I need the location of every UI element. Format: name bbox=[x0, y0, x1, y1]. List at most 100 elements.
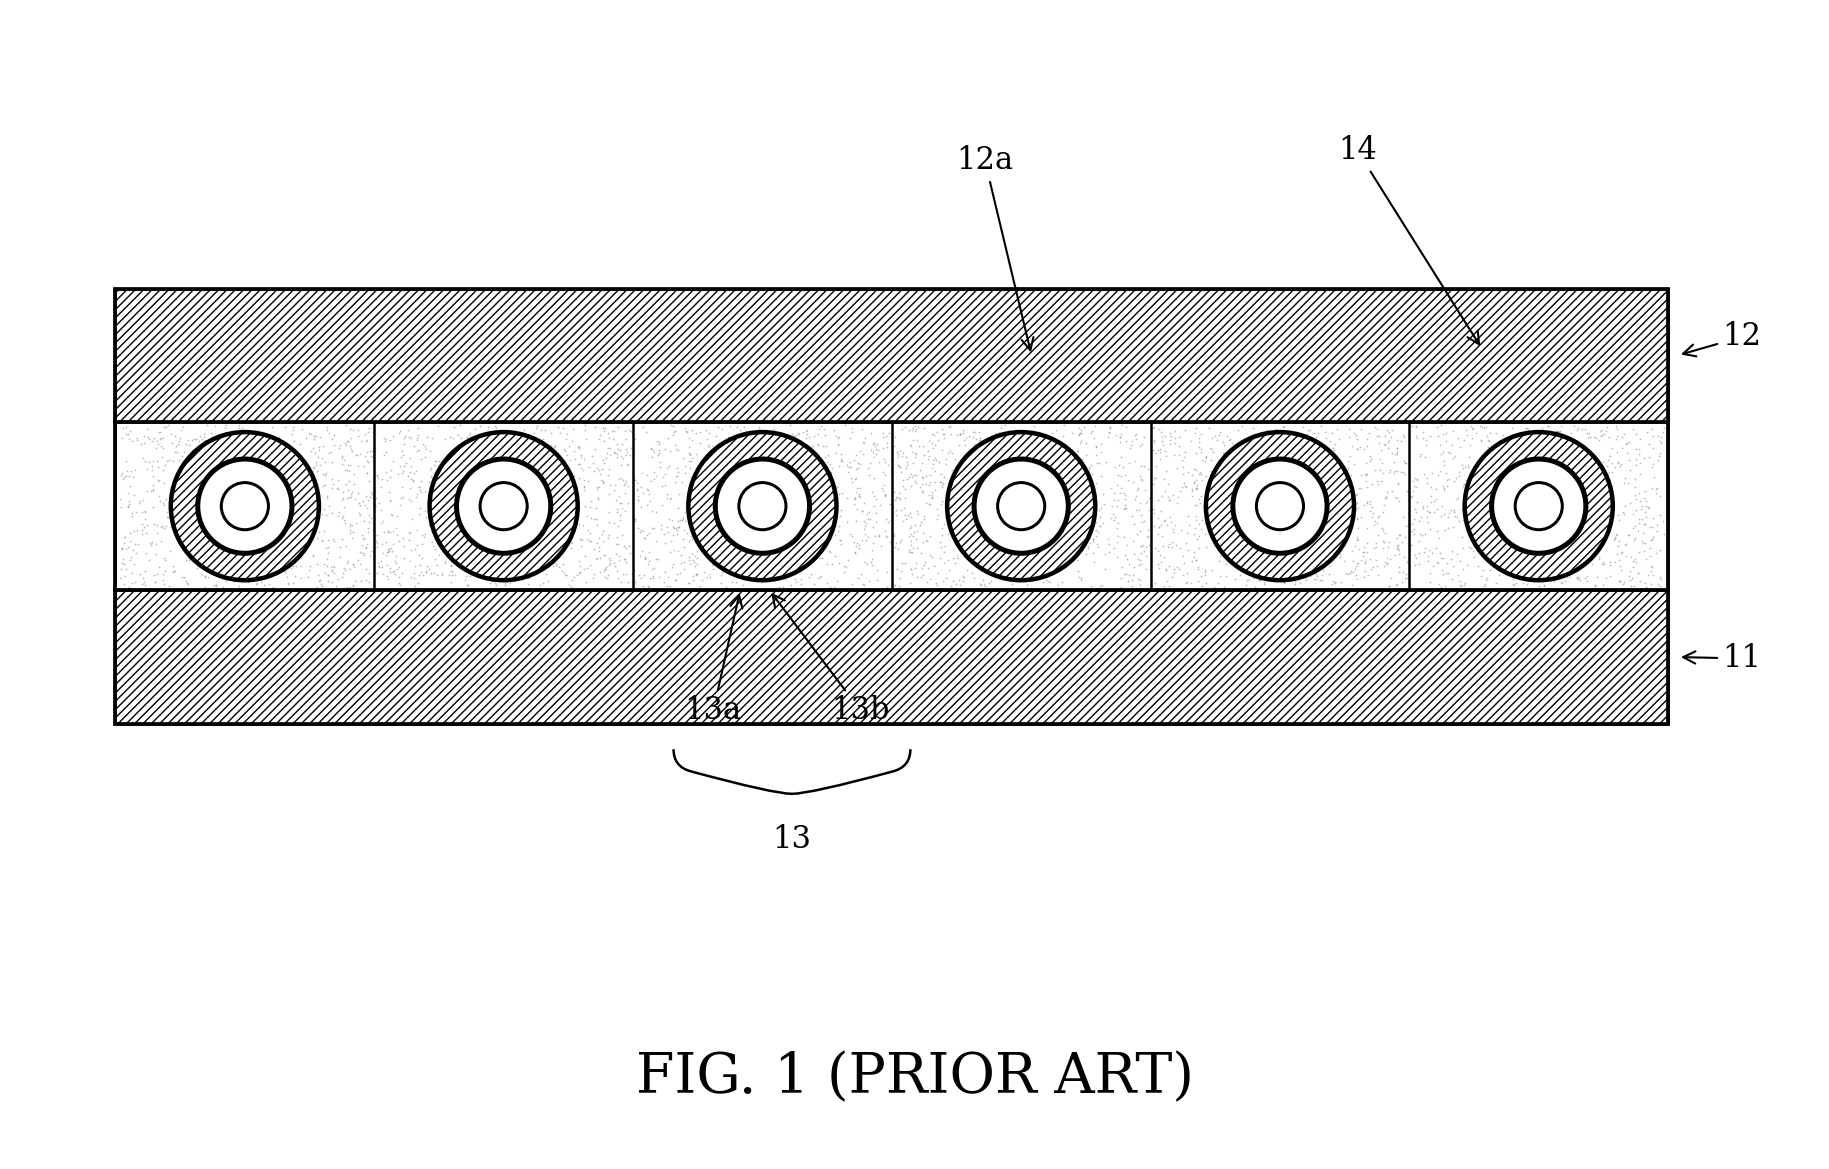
Point bbox=[618, 423, 647, 442]
Point bbox=[1118, 433, 1147, 451]
Point bbox=[1000, 427, 1030, 445]
Point bbox=[344, 504, 373, 523]
Point bbox=[578, 447, 607, 465]
Point bbox=[940, 553, 969, 572]
Point bbox=[402, 428, 432, 447]
Point bbox=[1578, 526, 1608, 545]
Point bbox=[605, 441, 635, 459]
Point bbox=[1454, 457, 1483, 476]
Point bbox=[351, 451, 380, 470]
Point bbox=[223, 451, 252, 470]
Point bbox=[644, 444, 673, 463]
Point bbox=[470, 483, 499, 502]
Point bbox=[1147, 516, 1176, 534]
Point bbox=[1416, 427, 1445, 445]
Point bbox=[1428, 443, 1458, 462]
Point bbox=[1242, 458, 1271, 477]
Point bbox=[701, 427, 730, 445]
Point bbox=[126, 492, 155, 511]
Point bbox=[1346, 479, 1375, 498]
Point bbox=[1103, 533, 1132, 552]
Point bbox=[900, 416, 929, 435]
Point bbox=[1244, 437, 1273, 456]
Point bbox=[819, 513, 849, 532]
Point bbox=[1593, 457, 1622, 476]
Point bbox=[755, 527, 785, 546]
Point bbox=[1522, 540, 1551, 559]
Point bbox=[995, 480, 1024, 499]
Point bbox=[1002, 487, 1032, 506]
Point bbox=[278, 523, 307, 541]
Point bbox=[1416, 573, 1445, 592]
Point bbox=[481, 422, 510, 441]
Point bbox=[1401, 427, 1430, 445]
Point bbox=[150, 417, 179, 436]
Point bbox=[1156, 512, 1185, 531]
Point bbox=[675, 428, 704, 447]
Point bbox=[219, 494, 249, 513]
Point bbox=[728, 575, 757, 594]
Point bbox=[1452, 421, 1481, 440]
Point bbox=[936, 444, 966, 463]
Point bbox=[1293, 555, 1322, 574]
Point bbox=[571, 416, 600, 435]
Point bbox=[388, 464, 417, 483]
Point bbox=[1529, 521, 1558, 540]
Point bbox=[207, 471, 236, 490]
Point bbox=[1238, 521, 1267, 540]
Point bbox=[556, 533, 585, 552]
Point bbox=[883, 456, 913, 475]
Point bbox=[1544, 493, 1573, 512]
Point bbox=[997, 575, 1026, 594]
Point bbox=[1485, 505, 1514, 524]
Point bbox=[1428, 477, 1458, 496]
Point bbox=[649, 563, 679, 582]
Point bbox=[1054, 538, 1083, 556]
Point bbox=[166, 509, 196, 527]
Point bbox=[1289, 542, 1319, 561]
Point bbox=[536, 435, 565, 454]
Point bbox=[1021, 510, 1050, 528]
Point bbox=[602, 445, 631, 464]
Point bbox=[1469, 497, 1498, 516]
Point bbox=[1600, 416, 1630, 435]
Point bbox=[1610, 469, 1639, 487]
Point bbox=[1128, 434, 1158, 452]
Point bbox=[322, 576, 351, 595]
Point bbox=[1527, 547, 1556, 566]
Point bbox=[675, 444, 704, 463]
Point bbox=[1172, 524, 1202, 542]
Point bbox=[869, 482, 898, 500]
Point bbox=[1642, 484, 1672, 503]
Point bbox=[1538, 572, 1567, 590]
Point bbox=[316, 504, 346, 523]
Point bbox=[1110, 485, 1139, 504]
Point bbox=[554, 575, 583, 594]
Point bbox=[516, 537, 545, 555]
Point bbox=[914, 527, 944, 546]
Point bbox=[1350, 464, 1379, 483]
Point bbox=[616, 438, 646, 457]
Point bbox=[765, 577, 794, 596]
Point bbox=[1064, 424, 1094, 443]
Point bbox=[1637, 575, 1666, 594]
Point bbox=[1359, 504, 1388, 523]
Point bbox=[1401, 477, 1430, 496]
Point bbox=[585, 461, 615, 479]
Point bbox=[433, 566, 463, 584]
Point bbox=[113, 424, 143, 443]
Point bbox=[640, 559, 669, 577]
Point bbox=[871, 485, 900, 504]
Point bbox=[794, 480, 823, 499]
Point bbox=[267, 456, 296, 475]
Point bbox=[143, 471, 172, 490]
Point bbox=[1050, 503, 1079, 521]
Point bbox=[896, 560, 925, 579]
Point bbox=[329, 559, 358, 577]
Point bbox=[1269, 416, 1299, 435]
Point bbox=[737, 553, 766, 572]
Point bbox=[1374, 423, 1403, 442]
Point bbox=[446, 510, 476, 528]
Point bbox=[900, 523, 929, 541]
Point bbox=[174, 551, 203, 569]
